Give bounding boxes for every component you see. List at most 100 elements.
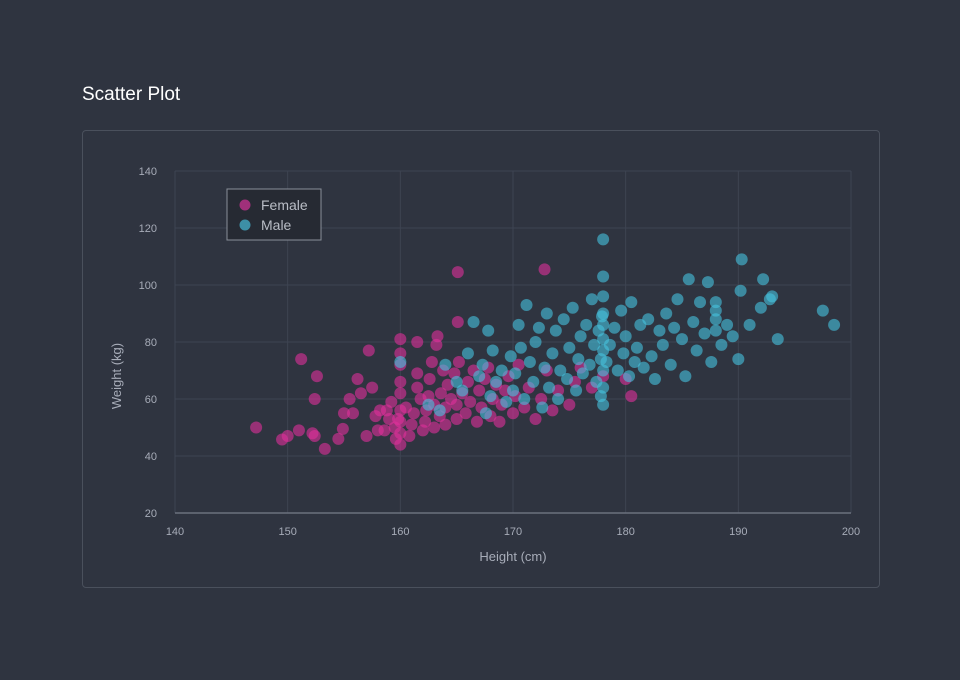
male-data-point: [523, 355, 536, 368]
female-data-point: [394, 438, 407, 451]
male-data-point: [597, 307, 610, 320]
female-data-point: [295, 353, 308, 366]
male-data-point: [512, 318, 525, 331]
x-tick-label: 200: [842, 526, 860, 538]
male-data-point: [580, 318, 593, 331]
female-data-point: [452, 355, 465, 368]
male-data-point: [473, 370, 486, 383]
female-data-point: [428, 421, 441, 434]
male-data-point: [585, 293, 598, 306]
male-data-point: [648, 373, 661, 386]
male-data-point: [603, 338, 616, 351]
female-data-point: [360, 430, 373, 443]
y-tick-label: 20: [145, 508, 157, 520]
female-data-point: [464, 395, 477, 408]
male-data-point: [726, 330, 739, 343]
female-data-point: [411, 381, 424, 394]
male-data-point: [518, 393, 531, 405]
male-data-point: [642, 313, 655, 326]
female-data-point: [310, 370, 323, 383]
male-data-point: [532, 321, 545, 334]
male-data-point: [467, 316, 480, 329]
legend-male-marker: [239, 219, 251, 231]
y-tick-label: 120: [139, 223, 157, 235]
male-data-point: [611, 364, 624, 377]
scatter-chart: 20 40 60 80 100 120 140 140 150 160 170 180 190 200 H…: [109, 166, 860, 564]
male-data-point: [668, 321, 681, 334]
female-data-point: [423, 373, 436, 386]
male-data-point: [552, 393, 565, 405]
female-data-point: [425, 355, 438, 368]
female-data-point: [518, 401, 531, 414]
male-data-point: [549, 324, 562, 337]
male-data-point: [645, 350, 658, 363]
legend: Female Male: [226, 188, 322, 241]
x-tick-label: 160: [391, 526, 409, 538]
male-data-point: [771, 333, 784, 346]
female-data-point: [383, 412, 396, 425]
male-data-point: [574, 330, 587, 343]
male-data-point: [422, 398, 435, 411]
female-data-point: [546, 404, 559, 417]
male-data-point: [687, 316, 700, 329]
female-data-point: [538, 263, 551, 276]
male-data-point: [484, 390, 497, 403]
male-data-point: [536, 401, 549, 414]
x-tick-label: 190: [729, 526, 747, 538]
male-data-point: [566, 301, 579, 314]
female-data-point: [563, 398, 576, 411]
male-data-point: [660, 307, 673, 320]
y-axis-label: Weight (kg): [109, 343, 124, 409]
male-data-point: [628, 355, 641, 368]
female-data-point: [336, 422, 349, 435]
female-data-point: [434, 387, 447, 400]
legend-male-label: Male: [261, 217, 292, 233]
chart-card: 20 40 60 80 100 120 140 140 150 160 170 180 190 200 H…: [82, 130, 880, 588]
male-data-point: [527, 375, 540, 388]
female-data-point: [552, 384, 565, 397]
female-data-point: [473, 384, 486, 397]
female-data-point: [318, 442, 331, 455]
female-data-point: [362, 344, 375, 357]
male-data-point: [698, 327, 711, 340]
male-data-point: [546, 347, 559, 360]
male-data-point: [709, 304, 722, 317]
data-points: [250, 233, 841, 455]
male-data-point: [520, 298, 533, 311]
male-data-point: [576, 367, 589, 380]
male-data-point: [597, 398, 610, 411]
female-data-point: [470, 415, 483, 428]
male-data-point: [554, 364, 567, 377]
male-data-point: [623, 370, 636, 383]
male-data-point: [563, 341, 576, 354]
female-data-point: [347, 407, 360, 420]
female-data-point: [354, 387, 367, 400]
male-data-point: [615, 304, 628, 317]
female-data-point: [394, 415, 407, 428]
female-data-point: [308, 393, 321, 405]
female-data-point: [411, 336, 424, 348]
male-data-point: [482, 324, 495, 337]
male-data-point: [694, 296, 707, 309]
male-data-point: [570, 384, 583, 397]
male-data-point: [828, 318, 841, 331]
male-data-point: [735, 253, 748, 266]
female-data-point: [450, 412, 463, 425]
male-data-point: [509, 367, 522, 380]
male-data-point: [486, 344, 499, 357]
male-data-point: [715, 338, 728, 351]
male-data-point: [597, 233, 610, 246]
female-data-point: [366, 381, 379, 394]
male-data-point: [625, 296, 638, 309]
male-data-point: [816, 304, 829, 317]
female-data-point: [394, 375, 407, 388]
female-data-point: [493, 415, 506, 428]
y-tick-label: 40: [145, 451, 157, 463]
y-tick-label: 140: [139, 166, 157, 178]
male-data-point: [664, 358, 677, 371]
x-tick-label: 150: [278, 526, 296, 538]
female-data-point: [507, 407, 519, 420]
male-data-point: [394, 355, 407, 368]
y-tick-label: 100: [139, 280, 157, 292]
female-data-point: [394, 387, 407, 400]
